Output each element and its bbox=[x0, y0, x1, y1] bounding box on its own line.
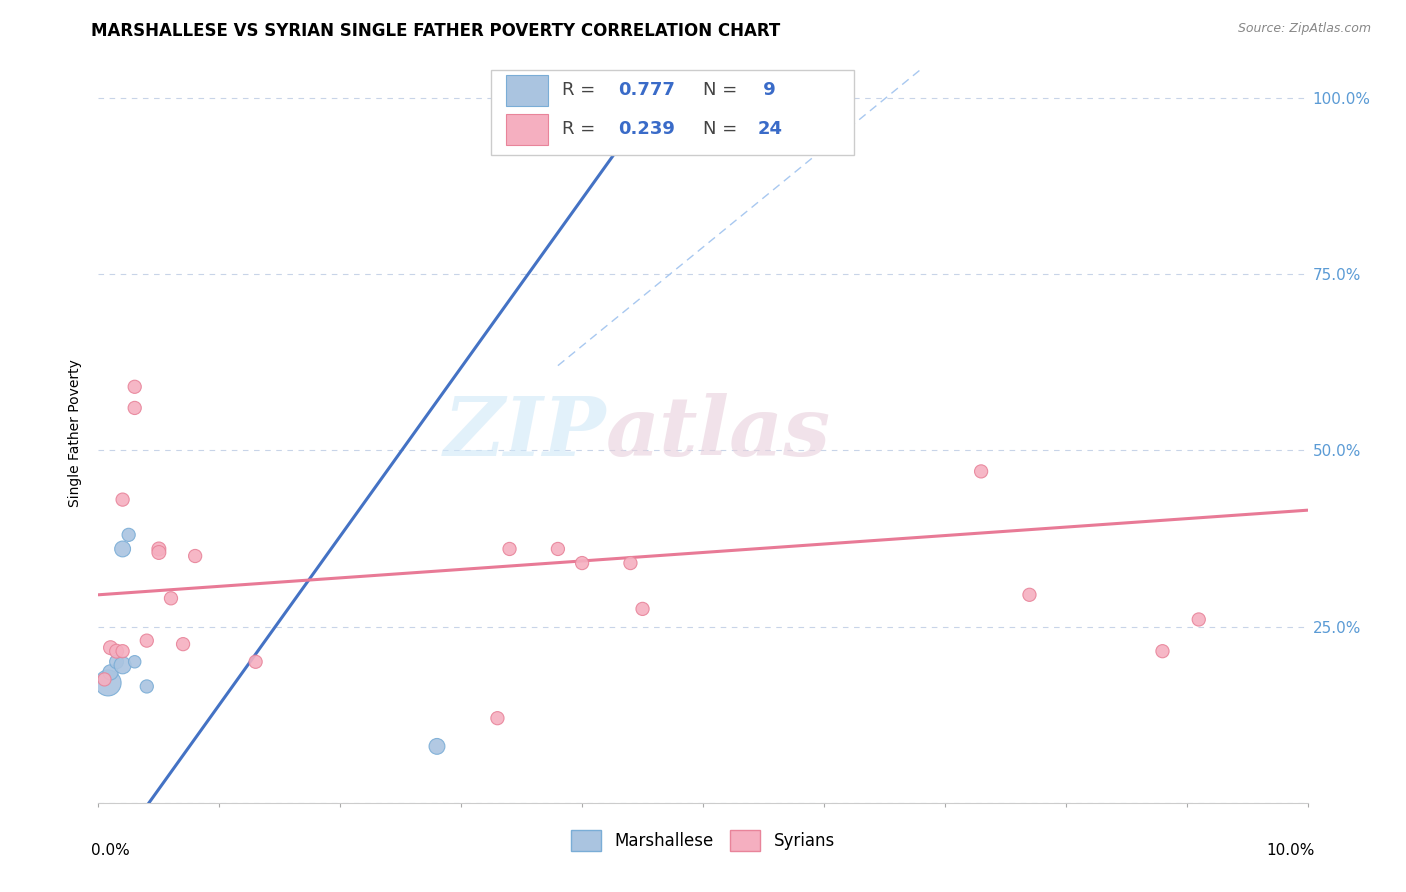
Point bbox=[1018, 588, 1040, 602]
Text: N =: N = bbox=[703, 81, 742, 99]
Point bbox=[160, 591, 183, 606]
Point bbox=[970, 464, 993, 478]
Text: N =: N = bbox=[703, 120, 742, 138]
Point bbox=[100, 640, 122, 655]
Point bbox=[135, 680, 157, 694]
Text: atlas: atlas bbox=[606, 392, 831, 473]
Point bbox=[97, 676, 120, 690]
Point bbox=[172, 637, 194, 651]
Point bbox=[498, 541, 520, 556]
Point bbox=[124, 401, 146, 415]
Point bbox=[148, 541, 170, 556]
Y-axis label: Single Father Poverty: Single Father Poverty bbox=[69, 359, 83, 507]
Bar bbox=[506, 113, 548, 145]
Point bbox=[631, 602, 654, 616]
Point bbox=[105, 655, 128, 669]
Text: 0.239: 0.239 bbox=[619, 120, 675, 138]
Point bbox=[111, 658, 134, 673]
Text: MARSHALLESE VS SYRIAN SINGLE FATHER POVERTY CORRELATION CHART: MARSHALLESE VS SYRIAN SINGLE FATHER POVE… bbox=[91, 22, 780, 40]
Point bbox=[100, 665, 122, 680]
Text: 9: 9 bbox=[758, 81, 776, 99]
Point bbox=[1152, 644, 1174, 658]
Point bbox=[245, 655, 267, 669]
Point bbox=[124, 655, 146, 669]
Point bbox=[486, 711, 509, 725]
FancyBboxPatch shape bbox=[492, 70, 855, 155]
Point bbox=[148, 545, 170, 559]
Point bbox=[111, 644, 134, 658]
Text: ZIP: ZIP bbox=[444, 392, 606, 473]
Point bbox=[111, 541, 134, 556]
Point bbox=[135, 633, 157, 648]
Text: 0.777: 0.777 bbox=[619, 81, 675, 99]
Point bbox=[619, 556, 641, 570]
Text: 0.0%: 0.0% bbox=[91, 843, 131, 858]
Text: 24: 24 bbox=[758, 120, 782, 138]
Legend: Marshallese, Syrians: Marshallese, Syrians bbox=[564, 823, 842, 857]
Text: R =: R = bbox=[561, 120, 600, 138]
Point bbox=[105, 644, 128, 658]
Text: Source: ZipAtlas.com: Source: ZipAtlas.com bbox=[1237, 22, 1371, 36]
Point bbox=[426, 739, 449, 754]
Bar bbox=[506, 75, 548, 105]
Text: R =: R = bbox=[561, 81, 600, 99]
Point bbox=[571, 556, 593, 570]
Point bbox=[118, 528, 141, 542]
Point bbox=[124, 380, 146, 394]
Point bbox=[184, 549, 207, 563]
Text: 10.0%: 10.0% bbox=[1267, 843, 1315, 858]
Point bbox=[1188, 612, 1211, 626]
Point bbox=[93, 673, 115, 687]
Point bbox=[547, 541, 569, 556]
Point bbox=[111, 492, 134, 507]
